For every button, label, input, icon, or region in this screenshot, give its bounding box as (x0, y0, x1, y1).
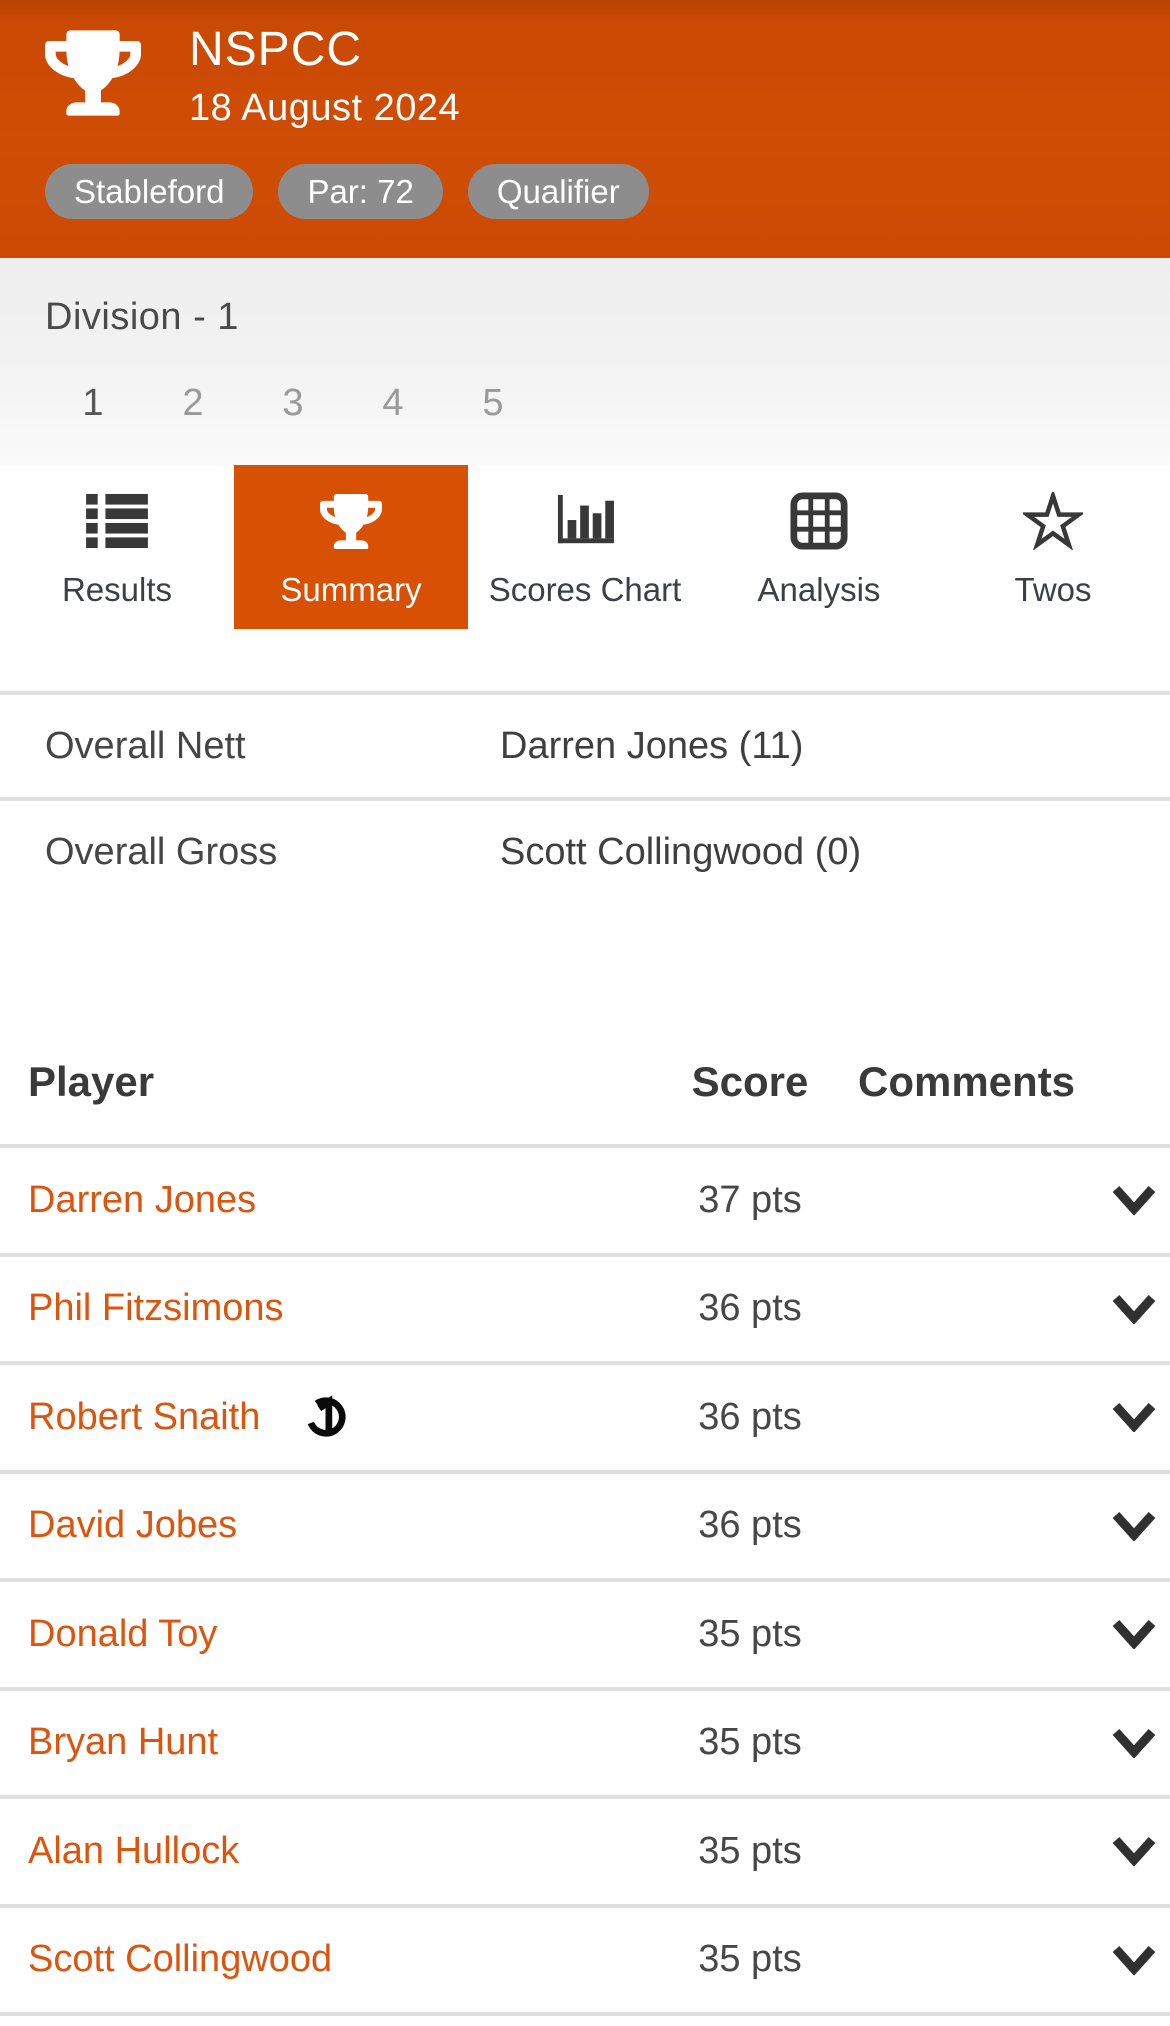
summary-label: Overall Nett (45, 724, 246, 767)
player-row[interactable]: Scott Collingwood 35 pts (0, 1908, 1170, 2016)
par-badge: Par: 72 (278, 164, 443, 219)
summary-value: Scott Collingwood (0) (500, 830, 862, 873)
format-badge: Stableford (45, 164, 254, 219)
player-score: 36 pts (698, 1504, 802, 1547)
column-header-comments: Comments (858, 1058, 1076, 1105)
player-name-link[interactable]: Darren Jones (28, 1178, 257, 1221)
player-score: 36 pts (698, 1395, 802, 1438)
player-name-link[interactable]: Alan Hullock (28, 1829, 240, 1872)
division-label: Division - 1 (45, 296, 239, 338)
qualifier-badge: Qualifier (467, 164, 649, 219)
player-score: 36 pts (698, 1287, 802, 1330)
player-name-link[interactable]: Donald Toy (28, 1612, 218, 1655)
tab-twos-label: Twos (1014, 571, 1092, 608)
tab-results[interactable]: Results (0, 465, 234, 629)
tab-analysis-label: Analysis (757, 571, 881, 608)
player-name-link[interactable]: Robert Snaith (28, 1395, 261, 1438)
tab-results-label: Results (61, 571, 173, 608)
tab-summary-label: Summary (280, 571, 422, 608)
tab-analysis[interactable]: Analysis (702, 465, 936, 629)
summary-label: Overall Gross (45, 830, 278, 873)
players-table: Player Score Comments Darren Jones 37 pt… (0, 1020, 1170, 2016)
badge-row: Stableford Par: 72 Qualifier (0, 164, 1170, 219)
player-row[interactable]: David Jobes 36 pts (0, 1474, 1170, 1582)
tab-scores-chart-label: Scores Chart (488, 571, 682, 608)
column-header-player: Player (28, 1058, 155, 1105)
competition-header: NSPCC 18 August 2024 Stableford Par: 72 … (0, 0, 1170, 258)
player-row[interactable]: Donald Toy 35 pts (0, 1582, 1170, 1691)
division-pagination: 1 2 3 4 5 (43, 380, 1170, 426)
player-score: 35 pts (698, 1612, 802, 1655)
expand-chevron-icon[interactable] (1112, 1728, 1170, 1758)
competition-date: 18 August 2024 (189, 87, 461, 129)
expand-chevron-icon[interactable] (1112, 1836, 1170, 1867)
tab-scores-chart[interactable]: Scores Chart (468, 465, 702, 629)
trophy-icon (320, 491, 382, 551)
player-score: 35 pts (698, 1721, 802, 1764)
countback-icon (306, 1395, 346, 1437)
players-header-row: Player Score Comments (0, 1020, 1170, 1148)
player-score: 35 pts (698, 1829, 802, 1872)
tab-bar: Results Summary (0, 465, 1170, 629)
table-grid-icon (790, 491, 848, 551)
list-icon (86, 491, 148, 551)
division-page-1[interactable]: 1 (82, 382, 104, 424)
column-header-score: Score (691, 1058, 809, 1105)
tab-twos[interactable]: Twos (936, 465, 1170, 629)
division-page-5[interactable]: 5 (482, 382, 504, 424)
player-row[interactable]: Phil Fitzsimons 36 pts (0, 1257, 1170, 1365)
player-name-link[interactable]: Bryan Hunt (28, 1721, 219, 1764)
tab-summary[interactable]: Summary (234, 465, 468, 629)
expand-chevron-icon[interactable] (1112, 1294, 1170, 1324)
star-icon (1023, 491, 1083, 551)
competition-title: NSPCC (189, 23, 363, 76)
summary-row-nett: Overall Nett Darren Jones (11) (0, 691, 1170, 797)
expand-chevron-icon[interactable] (1112, 1402, 1170, 1433)
expand-chevron-icon[interactable] (1112, 1511, 1170, 1541)
player-name-link[interactable]: Phil Fitzsimons (28, 1287, 284, 1330)
division-page-2[interactable]: 2 (182, 382, 204, 424)
expand-chevron-icon[interactable] (1112, 1945, 1170, 1975)
bar-chart-icon (554, 491, 616, 551)
player-row[interactable]: Alan Hullock 35 pts (0, 1799, 1170, 1908)
trophy-icon (45, 30, 141, 116)
player-name-link[interactable]: David Jobes (28, 1504, 238, 1547)
player-row[interactable]: Bryan Hunt 35 pts (0, 1691, 1170, 1799)
division-page-3[interactable]: 3 (282, 382, 304, 424)
summary-table: Overall Nett Darren Jones (11) Overall G… (0, 691, 1170, 903)
player-score: 37 pts (698, 1178, 802, 1221)
summary-row-gross: Overall Gross Scott Collingwood (0) (0, 797, 1170, 903)
player-score: 35 pts (698, 1938, 802, 1981)
expand-chevron-icon[interactable] (1112, 1185, 1170, 1216)
summary-value: Darren Jones (11) (500, 724, 804, 767)
division-page-4[interactable]: 4 (382, 382, 404, 424)
player-row[interactable]: Darren Jones 37 pts (0, 1148, 1170, 1257)
expand-chevron-icon[interactable] (1112, 1619, 1170, 1650)
division-section: Division - 1 1 2 3 4 5 (0, 258, 1170, 465)
player-row[interactable]: Robert Snaith 36 pts (0, 1365, 1170, 1474)
player-name-link[interactable]: Scott Collingwood (28, 1938, 333, 1981)
